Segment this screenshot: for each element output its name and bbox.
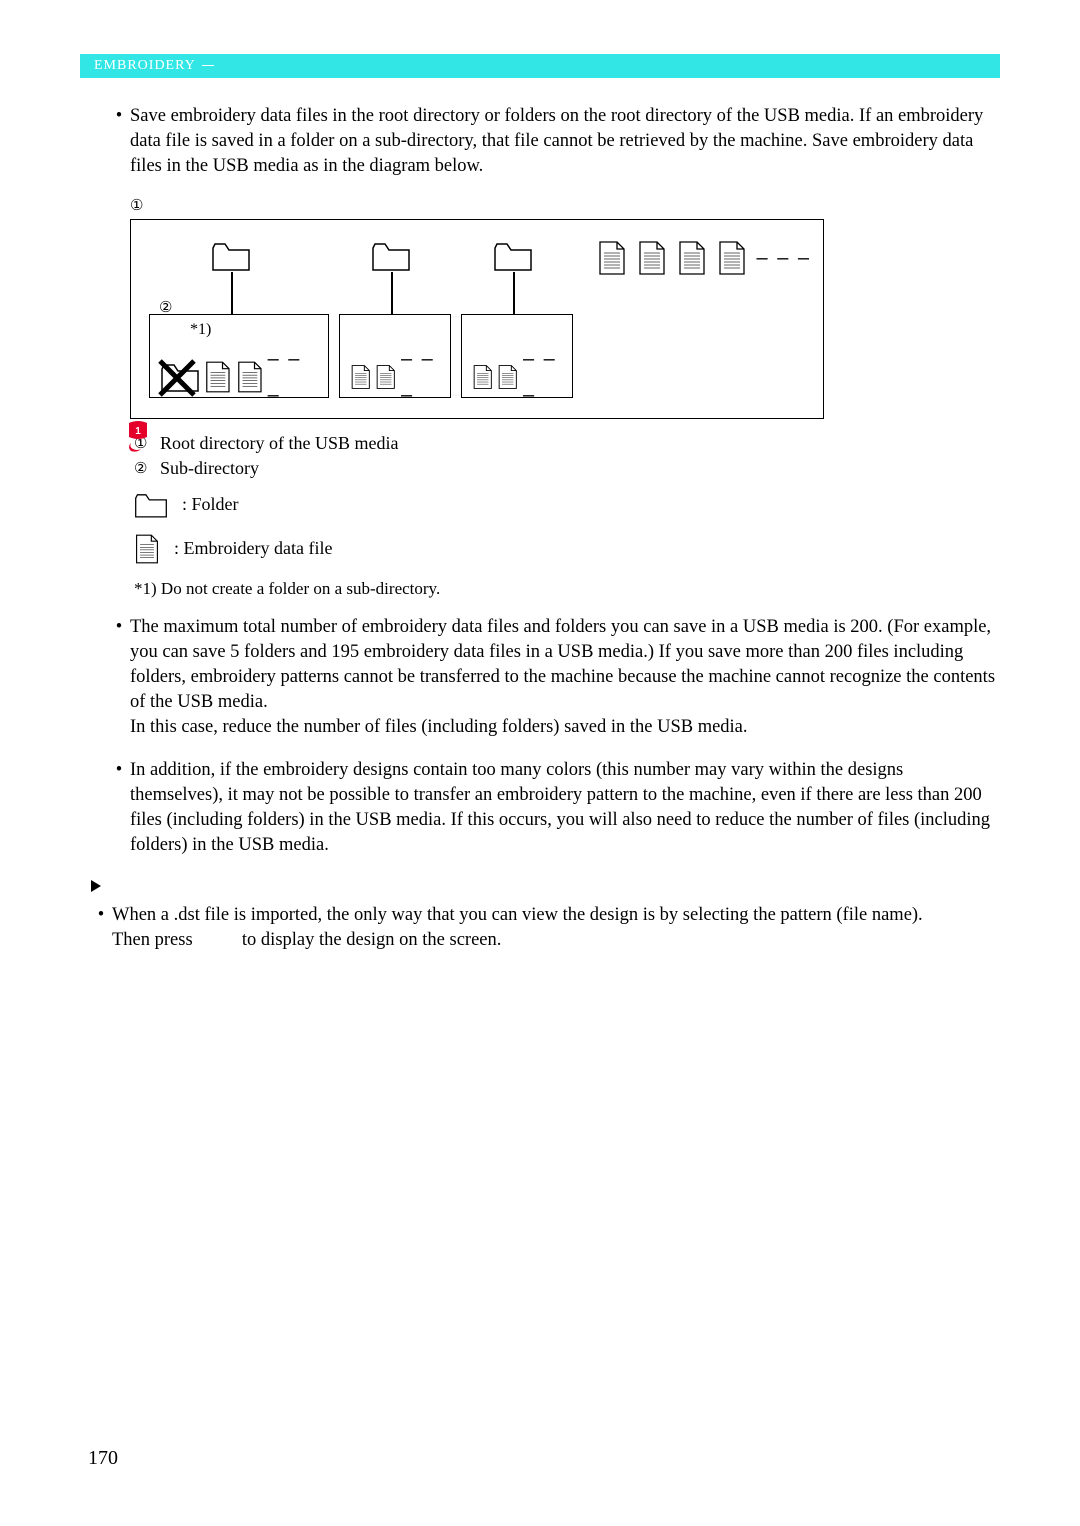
legend-icon-row: : Folder	[134, 491, 1000, 519]
section-header: EMBROIDERY	[80, 54, 1000, 78]
file-icon	[472, 359, 493, 395]
ellipsis-dashes: – – –	[401, 341, 440, 413]
diagram-folder-2	[371, 240, 411, 272]
file-icon	[134, 533, 160, 565]
ellipsis-dashes: – – –	[523, 341, 562, 413]
bullet-item: • In addition, if the embroidery designs…	[108, 758, 1000, 858]
bullet-marker: •	[90, 903, 112, 953]
diagram-folder-3	[493, 240, 533, 272]
file-icon	[204, 359, 232, 395]
circle-number-1: ①	[130, 198, 143, 214]
bullet-item: • The maximum total number of embroidery…	[108, 615, 1000, 740]
file-icon	[375, 359, 396, 395]
bullet-text: When a .dst file is imported, the only w…	[112, 903, 1000, 953]
legend-folder-label: : Folder	[182, 494, 239, 515]
legend-row: ② Sub-directory	[134, 458, 1000, 479]
header-rule	[202, 65, 214, 66]
file-icon	[236, 359, 264, 395]
bullet-item: • Save embroidery data files in the root…	[108, 104, 1000, 179]
svg-text:1: 1	[135, 426, 141, 437]
bullet-text: The maximum total number of embroidery d…	[130, 615, 1000, 740]
ellipsis-dashes: – – –	[757, 240, 811, 276]
bullet-marker: •	[108, 758, 130, 858]
folder-icon	[211, 240, 251, 272]
diagram-outer-box: – – – ② *1) – – –	[130, 219, 824, 419]
folder-icon	[134, 491, 168, 519]
legend-row: ① Root directory of the USB media	[134, 433, 1000, 454]
file-icon	[597, 240, 627, 276]
sub-directory-box-2: – – –	[339, 314, 451, 398]
bullet-text: In addition, if the embroidery designs c…	[130, 758, 1000, 858]
bullet-paragraph: The maximum total number of embroidery d…	[130, 617, 995, 712]
diagram-root-files: – – –	[597, 240, 811, 276]
bullet-text: Save embroidery data files in the root d…	[130, 104, 1000, 179]
file-icon	[637, 240, 667, 276]
folder-icon	[371, 240, 411, 272]
file-icon	[497, 359, 518, 395]
page-number: 170	[88, 1447, 118, 1470]
note-header: Note	[90, 876, 1000, 897]
sub-directory-box-1: *1) – – –	[149, 314, 329, 398]
bullet-paragraph: In this case, reduce the number of files…	[130, 717, 748, 737]
ellipsis-dashes: – – –	[268, 341, 318, 413]
bullet-fragment: to display the design on the screen.	[242, 930, 501, 950]
diagram-footnote: *1) Do not create a folder on a sub-dire…	[134, 579, 1000, 599]
bullet-marker: •	[108, 615, 130, 740]
folder-icon	[493, 240, 533, 272]
usb-directory-diagram: ① – – – ②	[130, 197, 1000, 599]
sub-directory-box-3: – – –	[461, 314, 573, 398]
crossed-folder	[160, 359, 200, 395]
diagram-folder-1	[211, 240, 251, 272]
bullet-paragraph: When a .dst file is imported, the only w…	[112, 905, 923, 925]
file-icon	[677, 240, 707, 276]
bullet-item: • When a .dst file is imported, the only…	[90, 903, 1000, 953]
annotation-marker-icon: 1	[127, 421, 149, 455]
diagram-sub-boxes: *1) – – –	[149, 314, 573, 398]
legend-sub-label: Sub-directory	[160, 458, 259, 479]
bullet-fragment: Then press	[112, 930, 197, 950]
diagram-legend: ① Root directory of the USB media ② Sub-…	[134, 433, 1000, 599]
triangle-right-icon	[90, 879, 102, 893]
section-header-title: EMBROIDERY	[94, 58, 195, 73]
legend-file-label: : Embroidery data file	[174, 538, 332, 559]
file-icon	[717, 240, 747, 276]
legend-icon-row: : Embroidery data file	[134, 533, 1000, 565]
circle-number-2: ②	[134, 459, 154, 478]
legend-root-label: Root directory of the USB media	[160, 433, 398, 454]
x-icon	[156, 357, 198, 399]
bullet-marker: •	[108, 104, 130, 179]
file-icon	[350, 359, 371, 395]
star-footnote-ref: *1)	[190, 321, 318, 339]
